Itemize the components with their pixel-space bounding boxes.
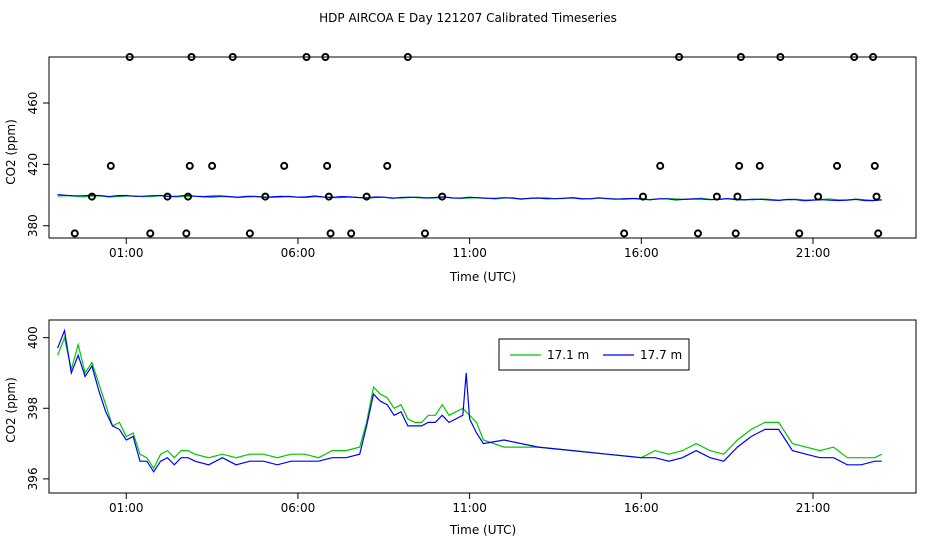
top-y-tick-label: 420 (26, 153, 40, 176)
top-data-point (261, 192, 270, 201)
top-data-point (146, 229, 155, 238)
top-data-point (187, 53, 196, 61)
top-data-point (731, 229, 740, 238)
bottom-series-line-17-7-m (57, 328, 882, 473)
top-y-tick-label: 380 (26, 214, 40, 237)
bottom-y-tick-label: 398 (26, 397, 40, 420)
top-series-line-17-7-m (57, 194, 882, 202)
top-x-tick-label: 11:00 (452, 246, 487, 260)
top-data-point (302, 53, 311, 61)
top-data-point (70, 229, 79, 238)
top-x-tick-label: 21:00 (796, 246, 831, 260)
top-data-point (438, 192, 447, 201)
top-plot-area (57, 53, 883, 238)
top-data-point (420, 229, 429, 238)
top-plot-frame (48, 56, 917, 239)
top-data-point (280, 161, 289, 170)
bottom-x-tick-label: 01:00 (109, 501, 144, 515)
top-data-point (833, 161, 842, 170)
bottom-y-axis: 396 398 400 (26, 326, 49, 490)
bottom-x-tick-label: 11:00 (452, 501, 487, 515)
top-x-tick-label: 16:00 (624, 246, 659, 260)
top-data-point (814, 192, 823, 201)
legend: 17.1 m 17.7 m (498, 338, 690, 371)
top-data-point (850, 53, 859, 61)
top-data-point (795, 229, 804, 238)
top-data-point (755, 161, 764, 170)
top-data-point (872, 192, 881, 201)
top-data-point (776, 53, 785, 61)
top-x-tick-label: 06:00 (281, 246, 316, 260)
bottom-plot-frame (48, 319, 917, 494)
top-data-point (326, 229, 335, 238)
bottom-y-tick-label: 400 (26, 326, 40, 349)
top-data-point (125, 53, 134, 61)
top-data-point (869, 53, 878, 61)
bottom-x-axis: 01:00 06:00 11:00 16:00 21:00 (109, 493, 830, 515)
top-data-point (639, 192, 648, 201)
top-x-axis-label: Time (UTC) (449, 270, 516, 284)
bottom-y-tick-label: 396 (26, 467, 40, 490)
top-data-point (321, 53, 330, 61)
top-data-point (347, 229, 356, 238)
top-data-point (870, 161, 879, 170)
bottom-x-tick-label: 21:00 (796, 501, 831, 515)
top-data-point (403, 53, 412, 61)
top-data-point (324, 192, 333, 201)
top-data-point (675, 53, 684, 61)
legend-label-17-7: 17.7 m (640, 348, 682, 362)
bottom-x-tick-label: 06:00 (281, 501, 316, 515)
legend-label-17-1: 17.1 m (547, 348, 589, 362)
top-data-point (712, 192, 721, 201)
top-data-point (383, 161, 392, 170)
top-data-point (693, 229, 702, 238)
figure-title: HDP AIRCOA E Day 121207 Calibrated Times… (319, 11, 617, 25)
top-y-tick-label: 460 (26, 92, 40, 115)
top-data-point (185, 161, 194, 170)
top-data-point (874, 229, 883, 238)
top-data-point (362, 192, 371, 201)
top-x-tick-label: 01:00 (109, 246, 144, 260)
top-data-point (656, 161, 665, 170)
top-data-point (106, 161, 115, 170)
top-data-point (182, 229, 191, 238)
top-data-point (620, 229, 629, 238)
top-chart: 01:00 06:00 11:00 16:00 21:00 380 420 460 Time… (4, 53, 917, 284)
top-data-point (184, 192, 193, 201)
bottom-x-tick-label: 16:00 (624, 501, 659, 515)
top-data-point (163, 192, 172, 201)
top-x-axis: 01:00 06:00 11:00 16:00 21:00 (109, 238, 830, 260)
top-data-point (208, 161, 217, 170)
bottom-y-axis-label: CO2 (ppm) (4, 377, 18, 443)
top-data-point (87, 192, 96, 201)
top-y-axis-label: CO2 (ppm) (4, 119, 18, 185)
top-data-point (228, 53, 237, 61)
top-data-point (245, 229, 254, 238)
top-data-point (735, 161, 744, 170)
top-data-point (733, 192, 742, 201)
bottom-plot-area (57, 328, 882, 473)
top-data-point (736, 53, 745, 61)
bottom-x-axis-label: Time (UTC) (449, 523, 516, 537)
bottom-chart: 01:00 06:00 11:00 16:00 21:00 396 398 400 Time… (4, 319, 917, 537)
bottom-series-line-17-1-m (57, 335, 882, 470)
top-y-axis: 380 420 460 (26, 92, 49, 237)
top-data-point (323, 161, 332, 170)
